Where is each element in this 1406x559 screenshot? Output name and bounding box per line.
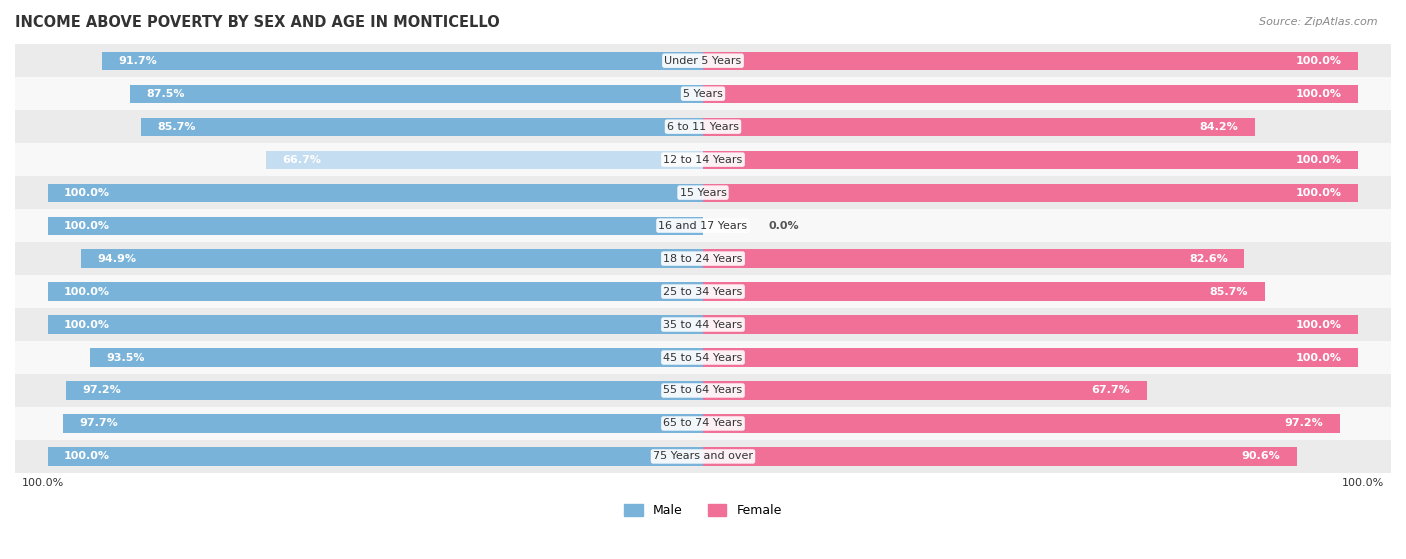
- Bar: [703, 51, 1358, 70]
- Bar: [82, 249, 703, 268]
- Bar: [15, 275, 1391, 308]
- Bar: [15, 143, 1391, 176]
- Bar: [142, 117, 703, 136]
- Bar: [703, 348, 1358, 367]
- Text: 85.7%: 85.7%: [1209, 287, 1249, 296]
- Bar: [15, 374, 1391, 407]
- Text: 84.2%: 84.2%: [1199, 122, 1239, 131]
- Text: 100.0%: 100.0%: [1343, 478, 1385, 488]
- Text: 100.0%: 100.0%: [1296, 320, 1341, 329]
- Bar: [48, 447, 703, 466]
- Bar: [15, 209, 1391, 242]
- Text: 5 Years: 5 Years: [683, 89, 723, 98]
- Text: 100.0%: 100.0%: [65, 320, 110, 329]
- Text: 6 to 11 Years: 6 to 11 Years: [666, 122, 740, 131]
- Bar: [15, 77, 1391, 110]
- Text: 45 to 54 Years: 45 to 54 Years: [664, 353, 742, 362]
- Text: 97.2%: 97.2%: [1285, 419, 1323, 428]
- Text: 67.7%: 67.7%: [1091, 386, 1130, 395]
- Bar: [48, 216, 703, 235]
- Bar: [15, 242, 1391, 275]
- Text: 93.5%: 93.5%: [107, 353, 145, 362]
- Bar: [15, 176, 1391, 209]
- Bar: [703, 282, 1264, 301]
- Bar: [90, 348, 703, 367]
- Bar: [703, 381, 1147, 400]
- Bar: [103, 51, 703, 70]
- Text: 75 Years and over: 75 Years and over: [652, 452, 754, 461]
- Text: 97.7%: 97.7%: [79, 419, 118, 428]
- Bar: [703, 447, 1296, 466]
- Bar: [15, 110, 1391, 143]
- Text: Under 5 Years: Under 5 Years: [665, 56, 741, 65]
- Text: 87.5%: 87.5%: [146, 89, 184, 98]
- Bar: [15, 308, 1391, 341]
- Bar: [266, 150, 703, 169]
- Bar: [48, 282, 703, 301]
- Text: 55 to 64 Years: 55 to 64 Years: [664, 386, 742, 395]
- Bar: [703, 183, 1358, 202]
- Bar: [129, 84, 703, 103]
- Bar: [15, 341, 1391, 374]
- Text: 90.6%: 90.6%: [1241, 452, 1281, 461]
- Text: 100.0%: 100.0%: [65, 188, 110, 197]
- Bar: [15, 440, 1391, 473]
- Text: Source: ZipAtlas.com: Source: ZipAtlas.com: [1260, 17, 1378, 27]
- Bar: [48, 183, 703, 202]
- Text: 18 to 24 Years: 18 to 24 Years: [664, 254, 742, 263]
- Text: 100.0%: 100.0%: [21, 478, 63, 488]
- Bar: [703, 414, 1340, 433]
- Text: 100.0%: 100.0%: [1296, 155, 1341, 164]
- Text: 100.0%: 100.0%: [1296, 56, 1341, 65]
- Bar: [703, 315, 1358, 334]
- Bar: [66, 381, 703, 400]
- Text: 65 to 74 Years: 65 to 74 Years: [664, 419, 742, 428]
- Text: 97.2%: 97.2%: [83, 386, 121, 395]
- Text: 91.7%: 91.7%: [118, 56, 157, 65]
- Text: INCOME ABOVE POVERTY BY SEX AND AGE IN MONTICELLO: INCOME ABOVE POVERTY BY SEX AND AGE IN M…: [15, 15, 499, 30]
- Text: 100.0%: 100.0%: [1296, 188, 1341, 197]
- Text: 0.0%: 0.0%: [769, 221, 799, 230]
- Text: 35 to 44 Years: 35 to 44 Years: [664, 320, 742, 329]
- Text: 100.0%: 100.0%: [65, 452, 110, 461]
- Bar: [703, 150, 1358, 169]
- Legend: Male, Female: Male, Female: [619, 499, 787, 522]
- Text: 25 to 34 Years: 25 to 34 Years: [664, 287, 742, 296]
- Bar: [15, 44, 1391, 77]
- Text: 85.7%: 85.7%: [157, 122, 197, 131]
- Bar: [63, 414, 703, 433]
- Bar: [703, 117, 1254, 136]
- Text: 12 to 14 Years: 12 to 14 Years: [664, 155, 742, 164]
- Text: 82.6%: 82.6%: [1189, 254, 1227, 263]
- Text: 100.0%: 100.0%: [1296, 89, 1341, 98]
- Text: 94.9%: 94.9%: [97, 254, 136, 263]
- Text: 100.0%: 100.0%: [65, 287, 110, 296]
- Bar: [15, 407, 1391, 440]
- Text: 100.0%: 100.0%: [1296, 353, 1341, 362]
- Text: 15 Years: 15 Years: [679, 188, 727, 197]
- Bar: [703, 249, 1244, 268]
- Text: 100.0%: 100.0%: [65, 221, 110, 230]
- Bar: [703, 84, 1358, 103]
- Text: 66.7%: 66.7%: [283, 155, 321, 164]
- Text: 16 and 17 Years: 16 and 17 Years: [658, 221, 748, 230]
- Bar: [48, 315, 703, 334]
